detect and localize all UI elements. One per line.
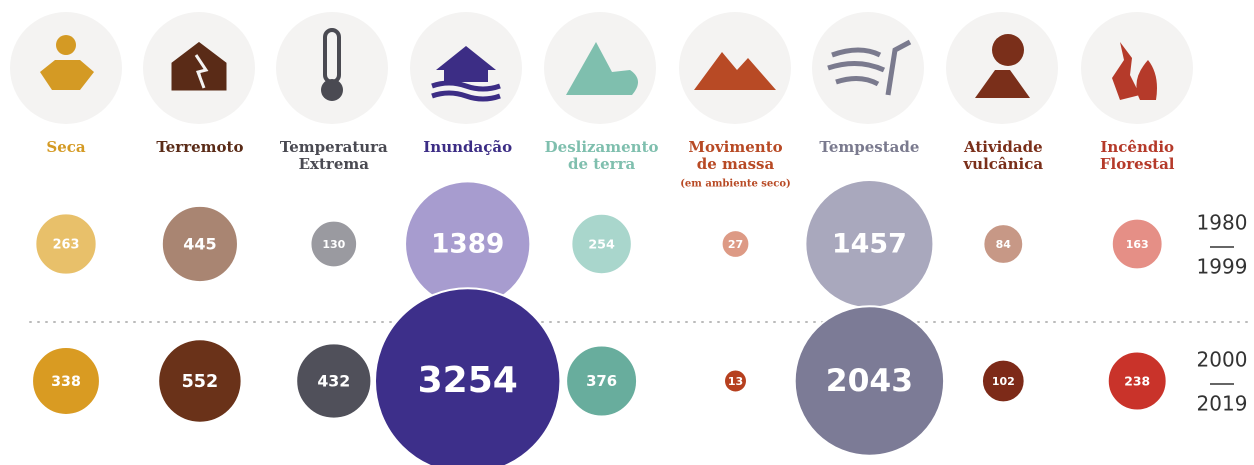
icons bbox=[10, 12, 1193, 124]
category-label: Incêndio bbox=[1100, 138, 1174, 156]
icon-storm bbox=[827, 39, 912, 96]
value-label: 263 bbox=[53, 238, 80, 253]
icon-bg bbox=[276, 12, 388, 124]
annotation: (em ambiente seco) bbox=[680, 179, 791, 190]
bubble bbox=[720, 229, 751, 259]
icon-mass-movement bbox=[694, 52, 776, 90]
period-end: 1999 bbox=[1197, 255, 1248, 279]
category-label: Atividade bbox=[963, 138, 1043, 156]
icon-earthquake bbox=[168, 38, 230, 94]
icon-landslide bbox=[566, 42, 639, 95]
category-label: Deslizamento bbox=[545, 138, 659, 156]
period-end: 2019 bbox=[1197, 392, 1248, 416]
value-label: 1389 bbox=[431, 230, 504, 260]
icon-sun bbox=[56, 35, 76, 55]
bubble bbox=[295, 342, 373, 420]
bubble bbox=[793, 305, 946, 457]
icon-volcano-smoke bbox=[992, 34, 1024, 66]
value-label: 13 bbox=[728, 375, 743, 388]
bubble bbox=[982, 223, 1025, 265]
bubble bbox=[309, 219, 359, 269]
bubble bbox=[570, 212, 633, 276]
value-label: 130 bbox=[322, 238, 345, 251]
value-label: 1457 bbox=[832, 229, 907, 260]
period-start: 1980 bbox=[1197, 211, 1248, 235]
value-label: 84 bbox=[996, 238, 1012, 251]
category-label: Terremoto bbox=[156, 138, 243, 156]
value-label: 445 bbox=[183, 235, 216, 254]
icon-flood-waves bbox=[431, 80, 501, 102]
category-label: Florestal bbox=[1100, 155, 1175, 173]
value-label: 238 bbox=[1124, 375, 1150, 389]
value-label: 552 bbox=[182, 372, 219, 392]
bubble bbox=[157, 338, 243, 424]
icon-bg bbox=[1081, 12, 1193, 124]
category-label: Tempestade bbox=[819, 138, 919, 156]
category-label: Inundação bbox=[423, 138, 512, 156]
icon-thermometer-bulb bbox=[321, 79, 343, 101]
icon-volcano bbox=[975, 70, 1030, 98]
value-label: 376 bbox=[586, 372, 617, 390]
bubble bbox=[160, 204, 239, 284]
bubble bbox=[1106, 350, 1168, 412]
category-label: Extrema bbox=[299, 155, 370, 173]
value-label: 27 bbox=[728, 238, 743, 251]
value-label: 254 bbox=[588, 237, 615, 252]
icon-drought bbox=[40, 60, 94, 90]
value-label: 102 bbox=[992, 375, 1015, 388]
category-label: Temperatura bbox=[280, 138, 388, 156]
value-label: 2043 bbox=[826, 363, 913, 399]
category-label: vulcânica bbox=[962, 155, 1043, 173]
bubble bbox=[374, 287, 562, 465]
bubble bbox=[1110, 217, 1164, 271]
bubble bbox=[980, 358, 1026, 404]
value-label: 338 bbox=[51, 374, 81, 390]
icon-fire bbox=[1112, 42, 1157, 100]
period-start: 2000 bbox=[1197, 348, 1248, 372]
value-label: 432 bbox=[317, 372, 350, 391]
bubble bbox=[565, 344, 639, 418]
bubble bbox=[31, 346, 101, 416]
category-label: Seca bbox=[46, 138, 86, 156]
value-label: 163 bbox=[1126, 238, 1149, 251]
category-label: de terra bbox=[568, 155, 636, 173]
icon-flood-house bbox=[436, 46, 496, 82]
category-label: de massa bbox=[697, 155, 775, 173]
category-label: Movimento bbox=[688, 138, 782, 156]
bubble bbox=[34, 212, 98, 276]
icon-bg bbox=[946, 12, 1058, 124]
icon-bg bbox=[812, 12, 924, 124]
bubble bbox=[723, 368, 748, 394]
value-label: 3254 bbox=[418, 360, 518, 401]
